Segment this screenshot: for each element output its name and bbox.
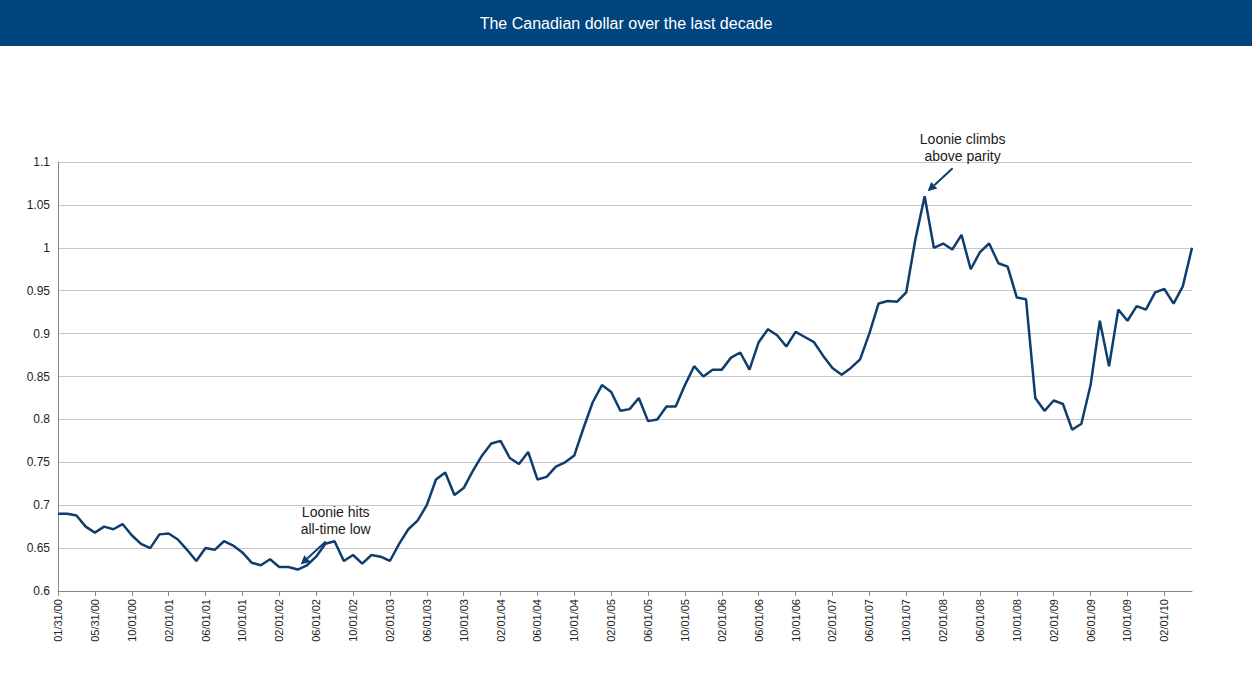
svg-text:0.95: 0.95 <box>27 284 51 298</box>
svg-text:02/01/08: 02/01/08 <box>937 599 949 642</box>
svg-text:0.7: 0.7 <box>33 498 50 512</box>
svg-text:02/01/06: 02/01/06 <box>716 599 728 642</box>
svg-text:0.75: 0.75 <box>27 455 51 469</box>
svg-text:1.1: 1.1 <box>33 155 50 169</box>
svg-text:02/01/07: 02/01/07 <box>826 599 838 642</box>
svg-text:02/01/05: 02/01/05 <box>605 599 617 642</box>
svg-text:0.85: 0.85 <box>27 370 51 384</box>
svg-text:1.05: 1.05 <box>27 198 51 212</box>
svg-text:10/01/00: 10/01/00 <box>126 599 138 642</box>
svg-text:02/01/02: 02/01/02 <box>273 599 285 642</box>
svg-text:10/01/01: 10/01/01 <box>236 599 248 642</box>
svg-text:Loonie climbs: Loonie climbs <box>920 131 1006 147</box>
svg-text:06/01/01: 06/01/01 <box>200 599 212 642</box>
svg-text:10/01/07: 10/01/07 <box>900 599 912 642</box>
svg-text:06/01/09: 06/01/09 <box>1085 599 1097 642</box>
svg-text:10/01/09: 10/01/09 <box>1121 599 1133 642</box>
svg-text:above parity: above parity <box>924 148 1000 164</box>
svg-text:01/31/00: 01/31/00 <box>52 599 64 642</box>
svg-text:06/01/02: 06/01/02 <box>310 599 322 642</box>
svg-text:1: 1 <box>43 241 50 255</box>
svg-text:06/01/05: 06/01/05 <box>642 599 654 642</box>
svg-text:02/01/04: 02/01/04 <box>495 599 507 642</box>
svg-text:06/01/07: 06/01/07 <box>863 599 875 642</box>
svg-text:0.8: 0.8 <box>33 412 50 426</box>
svg-text:05/31/00: 05/31/00 <box>89 599 101 642</box>
svg-text:0.65: 0.65 <box>27 541 51 555</box>
svg-text:06/01/08: 06/01/08 <box>974 599 986 642</box>
svg-text:10/01/02: 10/01/02 <box>347 599 359 642</box>
svg-text:Loonie hits: Loonie hits <box>302 504 370 520</box>
svg-text:10/01/03: 10/01/03 <box>458 599 470 642</box>
svg-text:02/01/10: 02/01/10 <box>1158 599 1170 642</box>
svg-text:10/01/06: 10/01/06 <box>790 599 802 642</box>
svg-text:06/01/03: 06/01/03 <box>421 599 433 642</box>
svg-text:02/01/01: 02/01/01 <box>163 599 175 642</box>
svg-text:0.6: 0.6 <box>33 584 50 598</box>
svg-text:10/01/08: 10/01/08 <box>1011 599 1023 642</box>
svg-text:The Canadian dollar over the l: The Canadian dollar over the last decade <box>480 15 773 32</box>
svg-text:02/01/03: 02/01/03 <box>384 599 396 642</box>
svg-text:all-time low: all-time low <box>301 521 372 537</box>
svg-text:06/01/04: 06/01/04 <box>531 599 543 642</box>
svg-text:10/01/04: 10/01/04 <box>568 599 580 642</box>
svg-text:06/01/06: 06/01/06 <box>753 599 765 642</box>
svg-text:0.9: 0.9 <box>33 327 50 341</box>
svg-text:02/01/09: 02/01/09 <box>1048 599 1060 642</box>
svg-text:10/01/05: 10/01/05 <box>679 599 691 642</box>
